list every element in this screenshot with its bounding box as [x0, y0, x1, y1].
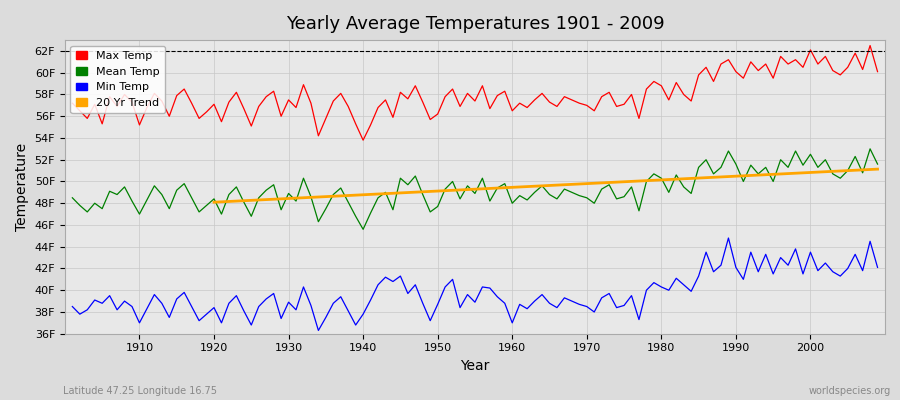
- X-axis label: Year: Year: [460, 359, 490, 373]
- Title: Yearly Average Temperatures 1901 - 2009: Yearly Average Temperatures 1901 - 2009: [285, 15, 664, 33]
- Text: Latitude 47.25 Longitude 16.75: Latitude 47.25 Longitude 16.75: [63, 386, 217, 396]
- Legend: Max Temp, Mean Temp, Min Temp, 20 Yr Trend: Max Temp, Mean Temp, Min Temp, 20 Yr Tre…: [70, 46, 166, 114]
- Y-axis label: Temperature: Temperature: [15, 143, 29, 231]
- Text: worldspecies.org: worldspecies.org: [809, 386, 891, 396]
